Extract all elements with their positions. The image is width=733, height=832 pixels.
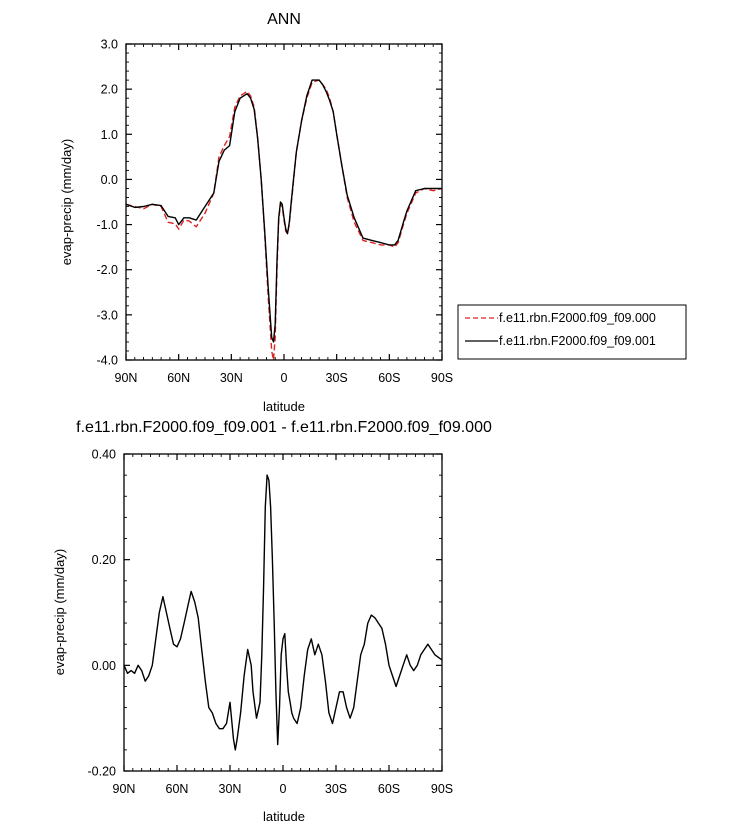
legend-label-000: f.e11.rbn.F2000.f09_f09.000 [499,311,656,325]
bottom-panel: f.e11.rbn.F2000.f09_f09.001 - f.e11.rbn.… [52,419,492,824]
top-xtick-label: 60S [378,371,400,385]
top-xtick-label: 0 [281,371,288,385]
bottom-xtick-label: 60N [166,782,189,796]
top-ytick-label: 3.0 [101,38,118,52]
top-xlabel: latitude [263,399,305,414]
legend-label-001: f.e11.rbn.F2000.f09_f09.001 [499,334,656,348]
bottom-xlabel: latitude [263,809,305,824]
top-ytick-label: -1.0 [96,218,118,232]
top-ytick-label: 1.0 [101,128,118,142]
bottom-ylabel: evap-precip (mm/day) [52,549,67,675]
top-series-line-1 [125,79,442,343]
legend: f.e11.rbn.F2000.f09_f09.000 f.e11.rbn.F2… [457,304,687,360]
top-xtick-label: 30N [220,371,243,385]
bottom-xtick-label: 90S [431,782,453,796]
top-panel: ANN -4.0 -3.0 -2.0 -1.0 0.0 1.0 2.0 3.0 90N 60N 30… [59,11,687,414]
bottom-ytick-label: -0.20 [88,765,117,779]
top-ytick-label: -4.0 [96,354,118,368]
bottom-ytick-label: 0.20 [92,553,116,567]
top-ticks: -4.0 -3.0 -2.0 -1.0 0.0 1.0 2.0 3.0 90N 60N 30N 0 30… [96,38,453,386]
top-ytick-label: -3.0 [96,308,118,322]
top-xtick-label: 90S [431,371,453,385]
bottom-series [123,474,443,751]
top-xtick-label: 30S [326,371,348,385]
bottom-ytick-label: 0.40 [92,448,116,462]
bottom-ytick-label: 0.00 [92,659,116,673]
top-plot-frame [125,43,443,361]
top-panel-title: ANN [267,11,301,28]
bottom-xtick-label: 90N [113,782,136,796]
top-series-line-0 [125,79,443,361]
top-xtick-label: 60N [167,371,190,385]
top-ytick-label: 2.0 [101,83,118,97]
bottom-xtick-label: 30S [325,782,347,796]
bottom-xtick-label: 0 [280,782,287,796]
bottom-panel-title: f.e11.rbn.F2000.f09_f09.001 - f.e11.rbn.… [76,419,492,436]
bottom-xtick-label: 30N [219,782,242,796]
top-xtick-label: 90N [115,371,138,385]
top-series [125,79,443,361]
top-ytick-label: -2.0 [96,263,118,277]
legend-frame [457,304,687,360]
bottom-plot-frame [123,453,443,772]
top-ylabel: evap-precip (mm/day) [59,139,74,265]
top-ytick-label: 0.0 [101,173,118,187]
bottom-xtick-label: 60S [378,782,400,796]
bottom-series-line-0 [123,474,443,751]
bottom-ticks: -0.20 0.00 0.20 0.40 90N 60N 30N 0 30S 60S 90S [88,448,454,797]
